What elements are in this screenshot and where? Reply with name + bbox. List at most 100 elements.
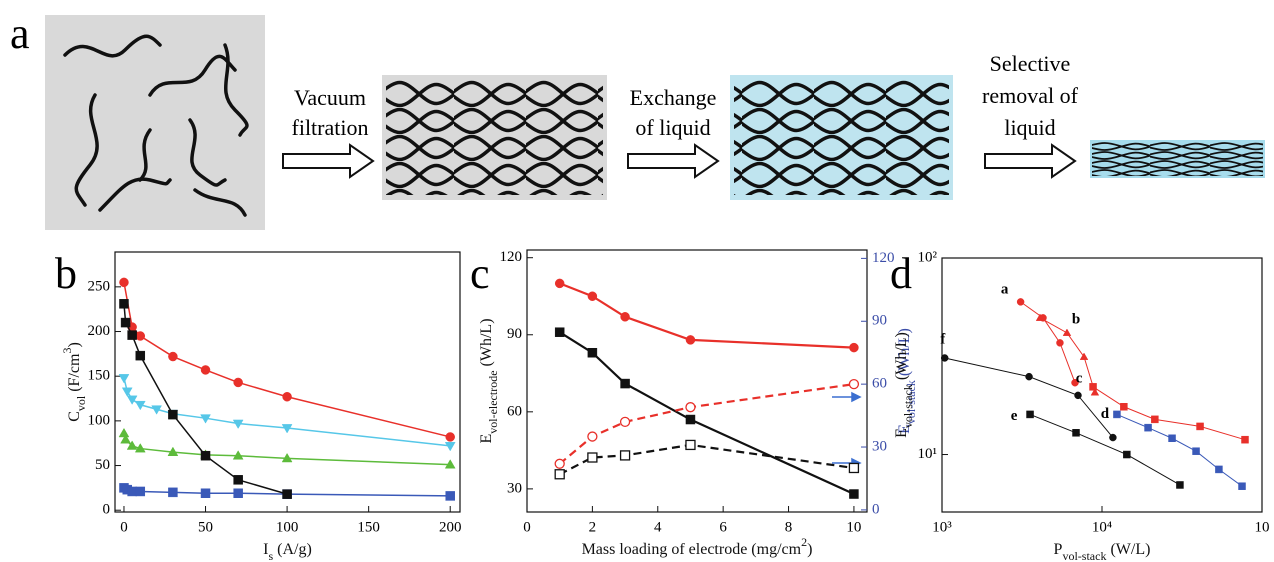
marker — [282, 391, 292, 402]
y-tick-label: 250 — [88, 278, 111, 294]
marker — [151, 405, 162, 415]
step-text: filtration — [292, 115, 369, 140]
marker — [1089, 383, 1097, 391]
marker — [1016, 298, 1025, 306]
plot-frame — [941, 257, 1263, 513]
x-tick-label: 10⁴ — [1092, 519, 1112, 535]
axis-label: Is (A/g) — [263, 541, 312, 562]
y-tick-label: 10¹ — [918, 446, 938, 462]
marker — [168, 487, 178, 498]
plot-frame — [526, 249, 868, 513]
marker — [1113, 410, 1121, 419]
label-part: vol-electrode — [486, 370, 500, 433]
x-tick-label: 10 — [1255, 519, 1270, 535]
x-tick-label: 50 — [198, 519, 213, 535]
label-part: (Wh/L) — [893, 332, 910, 384]
label-part: E — [896, 424, 913, 434]
arrows — [282, 143, 1077, 179]
marker — [1192, 447, 1200, 455]
series-label: c — [1076, 370, 1083, 386]
x-tick-label: 100 — [276, 519, 299, 535]
marker — [282, 489, 292, 499]
marker — [1074, 391, 1082, 400]
marker — [1120, 403, 1128, 411]
series-line — [944, 357, 1114, 438]
series-line — [559, 443, 855, 476]
marker — [1238, 482, 1246, 490]
y2-tick-label: 30 — [872, 438, 887, 454]
marker — [120, 434, 131, 444]
x-tick-label: 0 — [523, 519, 531, 535]
marker — [685, 335, 696, 345]
series-label: f — [940, 331, 946, 347]
marker — [1035, 313, 1045, 321]
label-part: E — [893, 428, 910, 438]
label-part: (Wh/L) — [896, 328, 913, 380]
y2-tick-label: 120 — [872, 250, 895, 266]
x-tick-label: 150 — [357, 519, 380, 535]
step-text: Selective — [990, 51, 1071, 76]
marker — [200, 450, 211, 461]
series-line — [558, 383, 855, 465]
y2-tick-label: 60 — [872, 376, 887, 392]
marker — [620, 312, 630, 322]
marker — [1071, 378, 1079, 387]
series-label: a — [1001, 281, 1009, 297]
axis-label: Evol-electrode (Wh/L) — [478, 318, 500, 443]
series-line — [1029, 413, 1181, 486]
marker — [135, 350, 146, 361]
y-tick-label: 50 — [95, 457, 110, 473]
x-tick-label: 8 — [785, 519, 793, 535]
label-part: vol-stack — [901, 384, 915, 428]
marker — [554, 278, 565, 289]
axis-pointers — [832, 391, 862, 469]
y-tick-label: 90 — [507, 326, 522, 342]
marker — [587, 291, 598, 301]
label-part: (W/L) — [1106, 541, 1150, 558]
label-part: ) — [66, 342, 83, 347]
label-part: 3 — [60, 348, 74, 354]
marker — [126, 395, 138, 405]
axis-label: Evol-stack (Wh/L) — [896, 328, 918, 434]
marker — [135, 331, 146, 341]
marker — [121, 387, 133, 397]
marker — [445, 491, 455, 501]
step-text: removal of — [982, 83, 1079, 108]
label-part: C — [66, 411, 83, 422]
marker — [127, 330, 137, 340]
y-tick-label: 10² — [918, 249, 938, 265]
marker — [848, 378, 860, 390]
step-text: Exchange — [630, 85, 717, 110]
marker — [118, 374, 130, 384]
y-tick-label: 60 — [507, 403, 522, 419]
marker — [587, 452, 598, 463]
axis-label: Evol-stack (Wh/L) — [893, 332, 915, 438]
marker — [1151, 415, 1159, 424]
series-line — [1020, 301, 1076, 383]
series-label: e — [1011, 408, 1018, 424]
series-label: b — [1072, 311, 1080, 327]
marker — [134, 400, 146, 411]
x-tick-label: 10 — [846, 519, 861, 535]
panel-label: b — [55, 249, 77, 298]
marker — [445, 432, 455, 442]
y-tick-label: 120 — [500, 249, 523, 265]
marker — [281, 424, 293, 434]
marker — [619, 450, 631, 461]
marker — [1176, 481, 1184, 489]
marker — [1123, 450, 1131, 459]
label-part: I — [263, 541, 268, 558]
label-part: Mass loading of electrode (mg/cm — [582, 541, 802, 558]
label-part: vol-stack — [1062, 549, 1106, 562]
marker — [1062, 328, 1072, 336]
marker — [200, 414, 211, 424]
marker — [685, 402, 696, 413]
marker — [168, 409, 178, 420]
series-line — [123, 303, 288, 495]
label-part: E — [478, 434, 495, 444]
step-text: liquid — [1004, 115, 1055, 140]
marker — [200, 488, 211, 498]
marker — [1056, 339, 1064, 347]
marker — [1196, 422, 1204, 431]
